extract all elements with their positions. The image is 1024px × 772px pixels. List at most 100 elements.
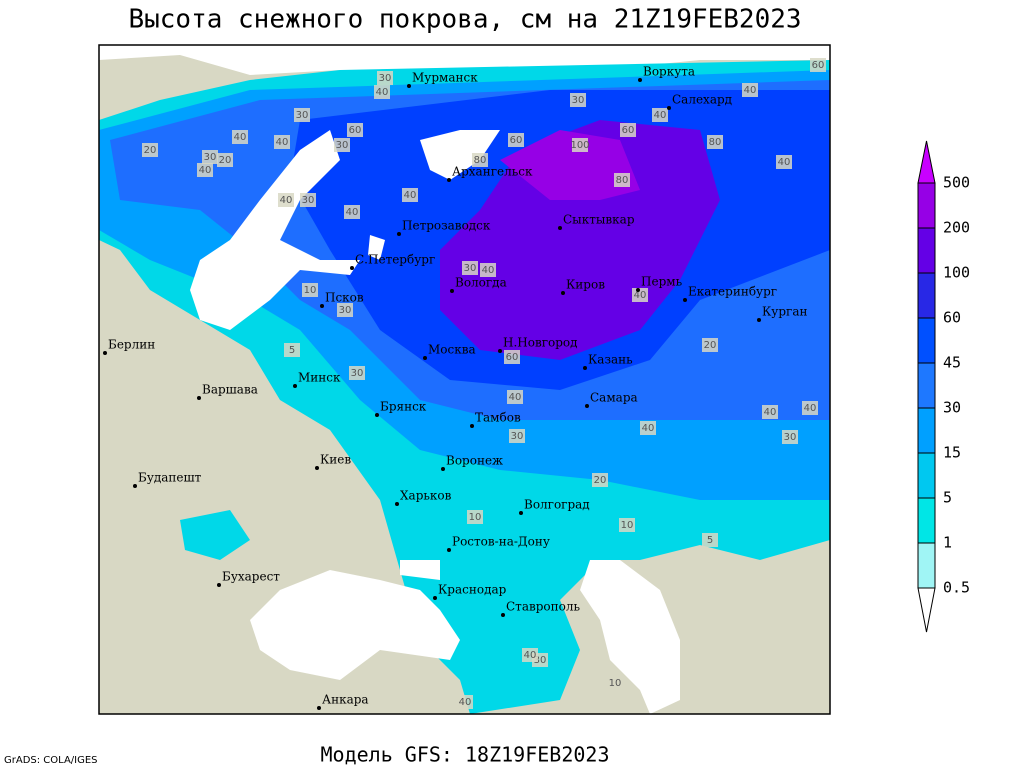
city-dot	[683, 298, 687, 302]
contour-label: 40	[346, 207, 359, 218]
legend-label: 1	[943, 534, 952, 552]
contour-label: 5	[707, 535, 713, 546]
contour-label: 30	[339, 305, 352, 316]
legend-swatch	[917, 497, 936, 544]
city-dot	[317, 706, 321, 710]
city-dot	[447, 548, 451, 552]
city-label: Анкара	[322, 693, 369, 707]
contour-label-box	[274, 135, 290, 149]
contour-label-box	[480, 263, 496, 277]
city-dot	[501, 613, 505, 617]
contour-label-box	[570, 93, 586, 107]
contour-label-box	[640, 421, 656, 435]
legend-label: 30	[943, 399, 961, 417]
contour-label-box	[522, 648, 538, 662]
city-dot	[447, 178, 451, 182]
contour-label: 60	[812, 60, 825, 71]
city-label: Воркута	[643, 65, 695, 79]
contour-label: 80	[616, 175, 629, 186]
contour-label: 40	[804, 403, 817, 414]
city-dot	[667, 106, 671, 110]
contour-label-box	[702, 533, 718, 547]
city-dot	[558, 226, 562, 230]
legend-label: 60	[943, 309, 961, 327]
contour-label-box	[197, 163, 213, 177]
city-label: Варшава	[202, 383, 258, 397]
legend-swatch	[917, 407, 936, 454]
contour-label-box	[509, 429, 525, 443]
contour-label-box	[607, 676, 623, 690]
city-label: Казань	[588, 353, 633, 367]
contour-label-box	[457, 695, 473, 709]
contour-label-box	[334, 138, 350, 152]
contour-label-box	[344, 205, 360, 219]
contour-label-box	[402, 188, 418, 202]
legend-swatch	[917, 272, 936, 319]
contour-label: 30	[336, 140, 349, 151]
legend-swatch	[917, 362, 936, 409]
contour-label: 30	[302, 195, 315, 206]
city-dot	[423, 356, 427, 360]
city-dot	[583, 366, 587, 370]
legend-swatch	[917, 140, 936, 184]
contour-label-box	[742, 83, 758, 97]
contour-label: 40	[634, 290, 647, 301]
contour-label-box	[810, 58, 826, 72]
city-label: Н.Новгород	[503, 336, 578, 350]
contour-label: 30	[296, 110, 309, 121]
contour-label-box	[776, 155, 792, 169]
contour-label-box	[620, 123, 636, 137]
contour-label-box	[294, 108, 310, 122]
contour-label-box	[232, 130, 248, 144]
contour-label: 20	[144, 145, 157, 156]
city-label: Воронеж	[446, 454, 503, 468]
contour-label: 40	[280, 195, 293, 206]
city-label: Тамбов	[475, 411, 521, 425]
contour-label: 60	[506, 352, 519, 363]
contour-label: 60	[349, 125, 362, 136]
legend-swatch	[917, 227, 936, 274]
contour-label: 20	[219, 155, 232, 166]
contour-label: 30	[572, 95, 585, 106]
city-dot	[561, 291, 565, 295]
contour-label-box	[374, 85, 390, 99]
contour-label: 40	[654, 110, 667, 121]
contour-label: 100	[570, 140, 589, 151]
contour-label: 30	[534, 655, 547, 666]
contour-label: 10	[469, 512, 482, 523]
city-dot	[293, 384, 297, 388]
contour-label-box	[632, 288, 648, 302]
city-label: Мурманск	[412, 71, 478, 85]
contour-label-box	[472, 153, 488, 167]
city-dot	[441, 467, 445, 471]
legend-swatch	[917, 452, 936, 499]
city-dot	[375, 413, 379, 417]
contour-label-box	[504, 350, 520, 364]
contour-label: 40	[642, 423, 655, 434]
contour-label: 10	[609, 678, 622, 689]
legend-swatch	[917, 182, 936, 229]
city-dot	[470, 424, 474, 428]
legend-label: 200	[943, 219, 970, 237]
legend-label: 5	[943, 489, 952, 507]
contour-label-box	[707, 135, 723, 149]
contour-label-box	[652, 108, 668, 122]
city-dot	[395, 502, 399, 506]
contour-label: 40	[482, 265, 495, 276]
city-dot	[350, 266, 354, 270]
contour-label: 10	[621, 520, 634, 531]
city-label: Псков	[325, 291, 364, 305]
city-label: Салехард	[672, 93, 732, 107]
legend-label: 45	[943, 354, 961, 372]
contour-label: 5	[289, 345, 295, 356]
city-dot	[519, 511, 523, 515]
city-dot	[197, 396, 201, 400]
city-dot	[407, 84, 411, 88]
contour-label: 40	[524, 650, 537, 661]
contour-label: 30	[464, 263, 477, 274]
city-dot	[217, 583, 221, 587]
legend-swatch	[917, 542, 936, 589]
contour-label: 40	[234, 132, 247, 143]
contour-label: 80	[709, 137, 722, 148]
contour-label-box	[467, 510, 483, 524]
